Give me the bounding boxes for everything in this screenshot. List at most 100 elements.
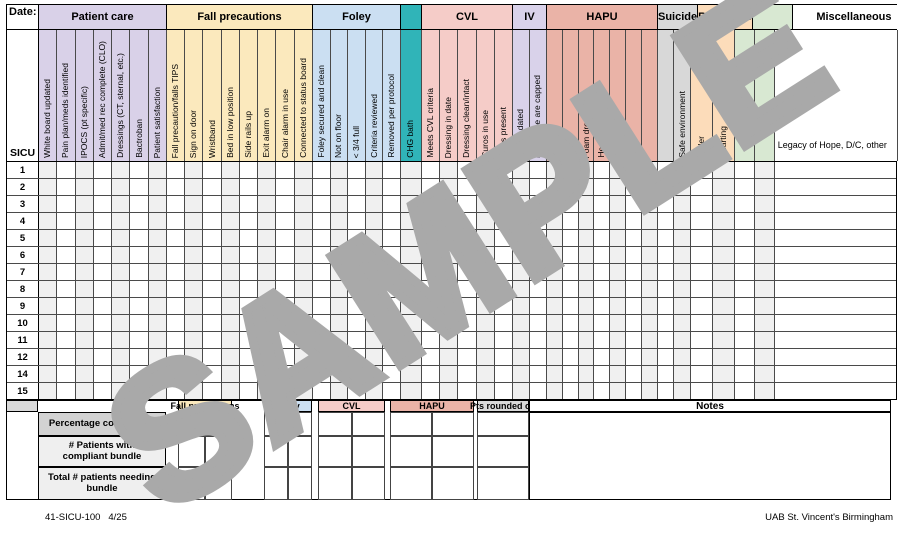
grid-cell[interactable] xyxy=(641,230,658,246)
grid-cell[interactable] xyxy=(641,179,658,195)
grid-cell[interactable] xyxy=(712,281,735,297)
summary-value-cell[interactable] xyxy=(178,436,205,467)
grid-cell[interactable] xyxy=(130,196,149,212)
grid-cell[interactable] xyxy=(39,247,58,263)
grid-cell[interactable] xyxy=(276,264,295,280)
grid-cell[interactable] xyxy=(476,281,495,297)
grid-cell[interactable] xyxy=(400,162,422,178)
grid-cell[interactable] xyxy=(422,213,441,229)
grid-cell[interactable] xyxy=(240,298,259,314)
grid-cell[interactable] xyxy=(94,162,113,178)
grid-cell[interactable] xyxy=(221,349,240,365)
grid-cell[interactable] xyxy=(775,230,898,246)
grid-cell[interactable] xyxy=(775,332,898,348)
grid-cell[interactable] xyxy=(458,247,477,263)
grid-cell[interactable] xyxy=(735,230,755,246)
grid-cell[interactable] xyxy=(57,383,76,399)
grid-cell[interactable] xyxy=(641,332,658,348)
grid-cell[interactable] xyxy=(330,264,349,280)
grid-cell[interactable] xyxy=(240,162,259,178)
grid-cell[interactable] xyxy=(546,264,563,280)
grid-cell[interactable] xyxy=(203,383,222,399)
grid-cell[interactable] xyxy=(735,281,755,297)
grid-cell[interactable] xyxy=(294,383,313,399)
grid-cell[interactable] xyxy=(578,264,595,280)
grid-cell[interactable] xyxy=(594,179,611,195)
grid-cell[interactable] xyxy=(458,179,477,195)
grid-cell[interactable] xyxy=(313,298,331,314)
grid-cell[interactable] xyxy=(203,162,222,178)
grid-cell[interactable] xyxy=(130,281,149,297)
grid-cell[interactable] xyxy=(383,366,401,382)
grid-cell[interactable] xyxy=(691,230,713,246)
grid-cell[interactable] xyxy=(203,264,222,280)
grid-cell[interactable] xyxy=(75,349,94,365)
grid-cell[interactable] xyxy=(754,213,775,229)
grid-cell[interactable] xyxy=(495,349,513,365)
grid-cell[interactable] xyxy=(221,264,240,280)
grid-cell[interactable] xyxy=(658,213,675,229)
grid-cell[interactable] xyxy=(330,213,349,229)
grid-cell[interactable] xyxy=(203,349,222,365)
grid-cell[interactable] xyxy=(512,213,530,229)
grid-cell[interactable] xyxy=(240,383,259,399)
grid-cell[interactable] xyxy=(240,366,259,382)
grid-cell[interactable] xyxy=(148,162,167,178)
grid-cell[interactable] xyxy=(735,179,755,195)
grid-cell[interactable] xyxy=(712,383,735,399)
grid-cell[interactable] xyxy=(112,315,131,331)
grid-cell[interactable] xyxy=(330,332,349,348)
grid-cell[interactable] xyxy=(476,213,495,229)
grid-cell[interactable] xyxy=(641,383,658,399)
grid-cell[interactable] xyxy=(294,213,313,229)
grid-cell[interactable] xyxy=(594,349,611,365)
grid-cell[interactable] xyxy=(240,196,259,212)
grid-cell[interactable] xyxy=(422,332,441,348)
grid-cell[interactable] xyxy=(294,366,313,382)
grid-cell[interactable] xyxy=(94,213,113,229)
grid-cell[interactable] xyxy=(400,332,422,348)
grid-cell[interactable] xyxy=(313,332,331,348)
grid-cell[interactable] xyxy=(39,315,58,331)
grid-cell[interactable] xyxy=(94,383,113,399)
grid-cell[interactable] xyxy=(495,196,513,212)
grid-cell[interactable] xyxy=(400,349,422,365)
grid-cell[interactable] xyxy=(221,196,240,212)
grid-cell[interactable] xyxy=(495,179,513,195)
grid-cell[interactable] xyxy=(735,264,755,280)
grid-cell[interactable] xyxy=(712,315,735,331)
grid-cell[interactable] xyxy=(400,196,422,212)
grid-cell[interactable] xyxy=(626,247,642,263)
grid-cell[interactable] xyxy=(348,247,366,263)
grid-cell[interactable] xyxy=(658,230,675,246)
summary-value-cell[interactable] xyxy=(477,412,529,436)
grid-cell[interactable] xyxy=(148,332,167,348)
grid-cell[interactable] xyxy=(735,298,755,314)
grid-cell[interactable] xyxy=(221,247,240,263)
grid-cell[interactable] xyxy=(530,196,547,212)
grid-cell[interactable] xyxy=(458,264,477,280)
grid-cell[interactable] xyxy=(476,349,495,365)
summary-value-cell[interactable] xyxy=(205,412,232,436)
grid-cell[interactable] xyxy=(400,383,422,399)
grid-cell[interactable] xyxy=(148,196,167,212)
grid-cell[interactable] xyxy=(276,281,295,297)
grid-cell[interactable] xyxy=(148,366,167,382)
grid-cell[interactable] xyxy=(754,247,775,263)
grid-cell[interactable] xyxy=(512,332,530,348)
grid-cell[interactable] xyxy=(512,162,530,178)
grid-cell[interactable] xyxy=(258,247,277,263)
date-field[interactable]: Date: xyxy=(7,5,39,29)
grid-cell[interactable] xyxy=(440,383,459,399)
grid-cell[interactable] xyxy=(185,332,204,348)
grid-cell[interactable] xyxy=(112,264,131,280)
grid-cell[interactable] xyxy=(57,196,76,212)
grid-cell[interactable] xyxy=(348,315,366,331)
grid-cell[interactable] xyxy=(546,298,563,314)
grid-cell[interactable] xyxy=(313,264,331,280)
grid-cell[interactable] xyxy=(258,264,277,280)
summary-value-cell[interactable] xyxy=(351,467,385,500)
grid-cell[interactable] xyxy=(512,247,530,263)
grid-cell[interactable] xyxy=(276,230,295,246)
grid-cell[interactable] xyxy=(348,196,366,212)
